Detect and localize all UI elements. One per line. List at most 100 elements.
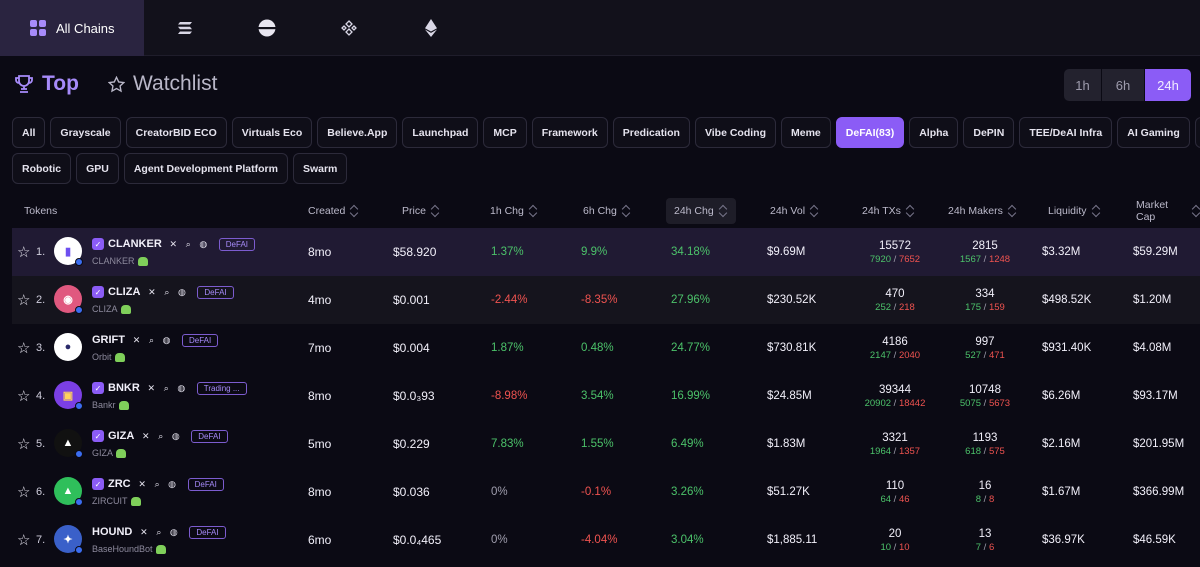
search-icon[interactable]: ⌕ [164,286,170,297]
category-chip[interactable]: AI Gaming [1117,117,1190,148]
search-icon[interactable]: ⌕ [163,382,169,393]
category-chip[interactable]: Alpha [909,117,959,148]
watchlist-star-icon[interactable]: ☆ [17,532,31,549]
category-chip[interactable]: Swarm [292,153,348,184]
col-market-cap[interactable]: Market Cap [1136,198,1200,224]
search-icon[interactable]: ⌕ [156,526,162,537]
globe-icon[interactable]: ◍ [171,430,180,441]
col-24h-makers[interactable]: 24h Makers [948,198,1017,224]
timeframe-1h[interactable]: 1h [1064,69,1101,101]
watchlist-star-icon[interactable]: ☆ [17,292,31,309]
makers-total: 997 [975,335,995,348]
category-chip[interactable]: MCP [483,117,527,148]
col-24h-chg[interactable]: 24h Chg [666,198,736,224]
table-row[interactable]: ☆ 1. ▮ ✓ CLANKER ✕ ⌕ ◍ DeFAI CLANKER 8mo… [12,228,1200,276]
category-chip[interactable]: Agent Development Platform [123,153,288,184]
cell-price: $58.920 [393,245,437,259]
token-info[interactable]: ✓ CLANKER ✕ ⌕ ◍ DeFAI CLANKER [92,237,256,266]
cell-6h-chg: 0.48% [581,342,614,354]
chain-tab-solana[interactable] [144,0,226,56]
cell-market-cap: $59.29M [1133,246,1178,258]
watchlist-star-icon[interactable]: ☆ [17,436,31,453]
watchlist-star-icon[interactable]: ☆ [17,244,31,261]
chain-base-dot [75,402,83,410]
cell-1h-chg: 1.37% [491,246,524,258]
cell-1h-chg: 0% [491,534,508,546]
timeframe-24h[interactable]: 24h [1145,69,1191,101]
category-chip[interactable]: CreatorBID ECO [125,117,227,148]
category-chip[interactable]: Vibe Coding [694,117,776,148]
watchlist-star-icon[interactable]: ☆ [17,484,31,501]
token-info[interactable]: ✓ BNKR ✕ ⌕ ◍ Trading ... Bankr [92,381,247,410]
category-chip[interactable]: Predication [612,117,690,148]
category-chip[interactable]: Launchpad [402,117,479,148]
category-chip[interactable]: Grayscale [50,117,121,148]
search-icon[interactable]: ⌕ [148,334,155,345]
table-row[interactable]: ☆ 5. ▲ ✓ GIZA ✕ ⌕ ◍ DeFAI GIZA 5mo $0.22… [12,420,1200,468]
globe-icon[interactable]: ◍ [169,526,178,537]
search-icon[interactable]: ⌕ [158,430,164,441]
token-info[interactable]: ✓ CLIZA ✕ ⌕ ◍ DeFAI CLIZA [92,285,234,314]
category-chip[interactable]: TEE/DeAI Infra [1019,117,1113,148]
x-icon[interactable]: ✕ [142,430,150,441]
category-chip[interactable]: Virtuals Eco [231,117,313,148]
col-1h-chg[interactable]: 1h Chg [490,198,538,224]
watchlist-star-icon[interactable]: ☆ [17,388,31,405]
token-name: ZIRCUIT [92,496,128,506]
col-6h-chg[interactable]: 6h Chg [583,198,631,224]
sort-icon [432,205,440,217]
frog-icon [130,496,141,506]
token-info[interactable]: GRIFT ✕ ⌕ ◍ DeFAI Orbit [92,333,219,362]
col-price[interactable]: Price [402,198,440,224]
search-icon[interactable]: ⌕ [154,478,160,489]
tab-watchlist[interactable]: Watchlist [108,72,217,96]
table-row[interactable]: ☆ 4. ▣ ✓ BNKR ✕ ⌕ ◍ Trading ... Bankr 8m… [12,372,1200,420]
ethereum-icon [425,19,437,37]
table-row[interactable]: ☆ 6. ▲ ✓ ZRC ✕ ⌕ ◍ DeFAI ZIRCUIT 8mo $0.… [12,468,1200,516]
col-24h-txs[interactable]: 24h TXs [862,198,915,224]
category-chip[interactable]: Meme [781,117,831,148]
category-chip[interactable]: Believe.App [317,117,398,148]
table-row[interactable]: ☆ 2. ◉ ✓ CLIZA ✕ ⌕ ◍ DeFAI CLIZA 4mo $0.… [12,276,1200,324]
token-symbol: ZRC [108,478,131,490]
token-info[interactable]: HOUND ✕ ⌕ ◍ DeFAI BaseHoundBot [92,525,226,554]
col-24h-vol[interactable]: 24h Vol [770,198,819,224]
category-chip[interactable]: DeFAI(83) [835,117,905,148]
tab-top[interactable]: Top [14,72,79,96]
category-chip[interactable]: All [12,117,46,148]
x-icon[interactable]: ✕ [140,526,148,537]
x-icon[interactable]: ✕ [132,334,141,345]
chain-tab-all[interactable]: All Chains [0,0,144,56]
x-icon[interactable]: ✕ [147,382,156,393]
globe-icon[interactable]: ◍ [168,478,177,489]
txs-sells: 7652 [898,253,921,265]
col-created[interactable]: Created [308,198,359,224]
chain-tab-bnb[interactable] [308,0,390,56]
timeframe-6h[interactable]: 6h [1102,69,1144,101]
chain-tab-ethereum[interactable] [390,0,472,56]
cell-created: 8mo [308,245,332,259]
category-chip[interactable]: Robotic [12,153,72,184]
category-chip[interactable]: DePIN [963,117,1015,148]
table-row[interactable]: ☆ 7. ✦ HOUND ✕ ⌕ ◍ DeFAI BaseHoundBot 6m… [12,516,1200,564]
x-icon[interactable]: ✕ [169,238,178,249]
cell-liquidity: $931.40K [1042,342,1092,354]
category-chip[interactable]: Trading [1194,117,1200,148]
category-chip[interactable]: Framework [531,117,608,148]
globe-icon[interactable]: ◍ [162,334,171,345]
txs-sells: 46 [898,493,910,505]
category-chip[interactable]: GPU [76,153,119,184]
globe-icon[interactable]: ◍ [177,286,186,297]
watchlist-star-icon[interactable]: ☆ [17,340,31,357]
token-info[interactable]: ✓ GIZA ✕ ⌕ ◍ DeFAI GIZA [92,429,228,458]
search-icon[interactable]: ⌕ [185,238,191,249]
col-liquidity[interactable]: Liquidity [1048,198,1101,224]
chain-tab-base[interactable] [226,0,308,56]
token-info[interactable]: ✓ ZRC ✕ ⌕ ◍ DeFAI ZIRCUIT [92,477,224,506]
table-row[interactable]: ☆ 3. ● GRIFT ✕ ⌕ ◍ DeFAI Orbit 7mo $0.00… [12,324,1200,372]
x-icon[interactable]: ✕ [138,478,146,489]
globe-icon[interactable]: ◍ [199,238,208,249]
globe-icon[interactable]: ◍ [177,382,186,393]
cell-liquidity: $1.67M [1042,486,1081,498]
x-icon[interactable]: ✕ [148,286,156,297]
